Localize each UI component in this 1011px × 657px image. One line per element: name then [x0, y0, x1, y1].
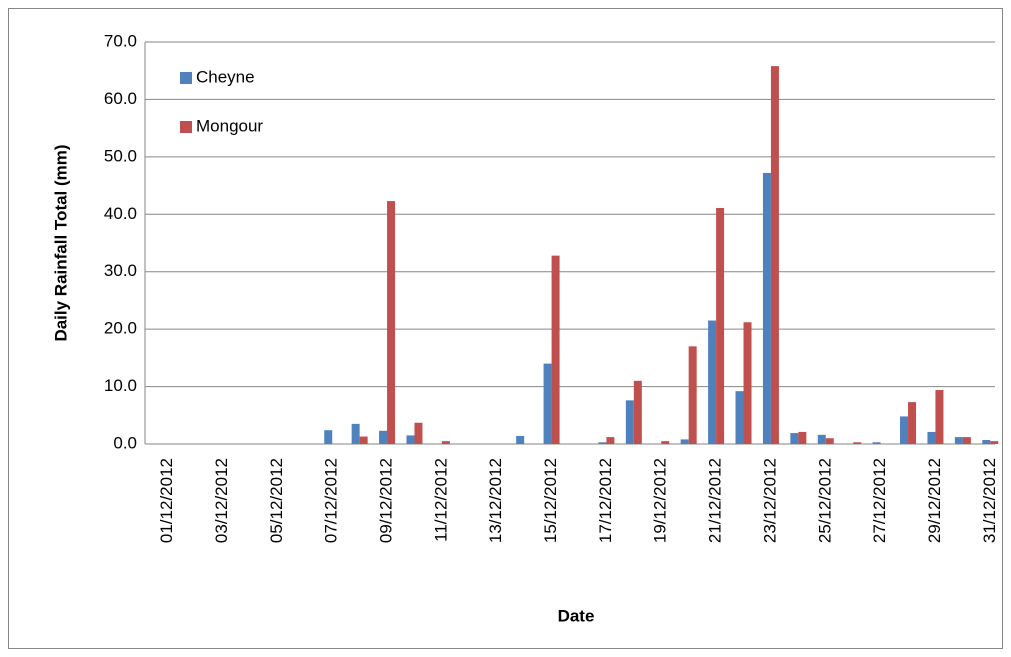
- x-tick-label: 05/12/2012: [267, 458, 286, 543]
- y-tick-label: 50.0: [104, 146, 137, 165]
- x-tick-label: 27/12/2012: [870, 458, 889, 543]
- x-tick-label: 03/12/2012: [212, 458, 231, 543]
- bar: [935, 390, 944, 444]
- bar: [414, 422, 423, 444]
- y-tick-label: 20.0: [104, 319, 137, 338]
- legend-swatch: [180, 72, 192, 84]
- y-tick-label: 0.0: [113, 433, 137, 452]
- chart-border: [8, 8, 1003, 649]
- y-tick-label: 30.0: [104, 261, 137, 280]
- x-tick-label: 13/12/2012: [486, 458, 505, 543]
- bar: [927, 431, 936, 444]
- bar: [900, 416, 909, 444]
- x-tick-label: 01/12/2012: [157, 458, 176, 543]
- y-tick-label: 70.0: [104, 31, 137, 50]
- x-tick-label: 17/12/2012: [596, 458, 615, 543]
- bar: [825, 438, 834, 444]
- bar: [990, 441, 999, 444]
- legend-swatch: [180, 121, 192, 133]
- bar: [708, 320, 717, 444]
- bar: [543, 363, 552, 444]
- x-tick-label: 09/12/2012: [377, 458, 396, 543]
- bar: [743, 322, 752, 444]
- bar: [625, 400, 634, 444]
- x-tick-label: 31/12/2012: [980, 458, 999, 543]
- bar: [633, 380, 642, 444]
- bar: [551, 255, 560, 444]
- bar: [954, 437, 963, 444]
- bar: [441, 441, 450, 444]
- bar: [872, 442, 881, 444]
- bar: [379, 430, 388, 444]
- x-tick-label: 21/12/2012: [706, 458, 725, 543]
- legend-label: Mongour: [196, 116, 263, 135]
- bar: [908, 402, 917, 444]
- bar: [716, 207, 725, 444]
- bar: [606, 437, 615, 444]
- y-tick-label: 10.0: [104, 376, 137, 395]
- bar: [982, 439, 991, 444]
- bar: [387, 201, 396, 444]
- bar: [324, 430, 333, 444]
- x-tick-label: 19/12/2012: [651, 458, 670, 543]
- bar: [661, 441, 670, 444]
- bar: [762, 172, 771, 445]
- x-tick-label: 11/12/2012: [431, 458, 450, 542]
- x-tick-label: 29/12/2012: [925, 458, 944, 543]
- x-tick-label: 07/12/2012: [322, 458, 341, 543]
- bar: [359, 436, 368, 444]
- y-axis-title: Daily Rainfall Total (mm): [51, 144, 70, 341]
- bar: [817, 434, 826, 444]
- bar: [962, 437, 971, 444]
- y-tick-label: 40.0: [104, 204, 137, 223]
- bar: [680, 439, 689, 444]
- bar: [770, 66, 779, 445]
- bar: [798, 431, 807, 444]
- bar: [735, 391, 744, 444]
- bar: [790, 433, 799, 444]
- bar: [406, 435, 415, 444]
- x-tick-label: 25/12/2012: [815, 458, 834, 543]
- bar: [853, 442, 862, 444]
- x-tick-label: 15/12/2012: [541, 458, 560, 543]
- bar: [351, 423, 360, 444]
- bar: [516, 435, 525, 444]
- x-axis-title: Date: [558, 606, 595, 625]
- y-tick-label: 60.0: [104, 89, 137, 108]
- legend-label: Cheyne: [196, 67, 255, 86]
- x-tick-label: 23/12/2012: [760, 458, 779, 543]
- bar: [688, 346, 697, 444]
- bar: [598, 442, 607, 444]
